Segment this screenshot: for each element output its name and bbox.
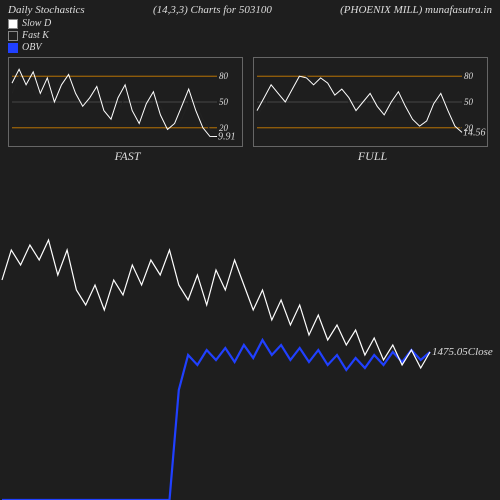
legend-item: Fast K	[8, 30, 492, 41]
swatch-icon	[8, 19, 18, 29]
title-left: Daily Stochastics	[8, 4, 85, 16]
svg-text:9.91: 9.91	[218, 131, 236, 142]
fast-chart-svg: 2050809.91	[8, 57, 243, 147]
legend: Slow D Fast K OBV	[0, 18, 500, 57]
svg-text:50: 50	[219, 97, 229, 107]
svg-text:50: 50	[464, 97, 474, 107]
title-right: (PHOENIX MILL) munafasutra.in	[340, 4, 492, 16]
mini-caption-fast: FAST	[8, 147, 247, 164]
mini-chart-fast: 2050809.91 FAST	[8, 57, 247, 167]
swatch-icon	[8, 31, 18, 41]
mini-caption-full: FULL	[253, 147, 492, 164]
legend-label: Fast K	[22, 30, 49, 41]
main-chart: 1475.05Close	[0, 190, 500, 500]
main-chart-svg	[0, 190, 500, 500]
svg-text:80: 80	[464, 71, 474, 81]
title-center: (14,3,3) Charts for 503100	[153, 4, 272, 16]
svg-text:80: 80	[219, 71, 229, 81]
legend-item: Slow D	[8, 18, 492, 29]
mini-charts-row: 2050809.91 FAST 20508014.56 FULL	[0, 57, 500, 167]
swatch-icon	[8, 43, 18, 53]
mini-chart-full: 20508014.56 FULL	[253, 57, 492, 167]
svg-text:14.56: 14.56	[463, 127, 486, 138]
full-chart-svg: 20508014.56	[253, 57, 488, 147]
legend-label: Slow D	[22, 18, 51, 29]
close-end-label: 1475.05Close	[432, 346, 493, 358]
legend-label: OBV	[22, 42, 41, 53]
header: Daily Stochastics (14,3,3) Charts for 50…	[0, 0, 500, 18]
legend-item: OBV	[8, 42, 492, 53]
